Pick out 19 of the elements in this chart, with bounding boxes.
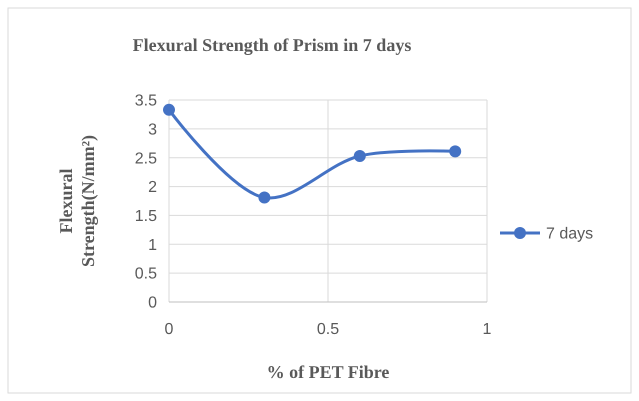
y-tick-label: 3 [148, 121, 158, 138]
x-tick-label: 0 [164, 321, 174, 338]
y-tick-label: 1 [148, 236, 158, 254]
y-axis-title: Flexural Strength(N/mm²) [56, 134, 98, 268]
y-tick-label: 2 [148, 179, 158, 196]
point [354, 150, 366, 162]
legend-label: 7 days [546, 226, 594, 243]
y-tick-label: 3.5 [134, 92, 158, 110]
chart-title: Flexural Strength of Prism in 7 days [132, 35, 412, 55]
x-tick-label: 0.5 [316, 321, 340, 338]
y-tick-label: 0.5 [134, 266, 158, 283]
x-axis-title: % of PET Fibre [266, 362, 390, 382]
point [163, 104, 175, 116]
y-tick-label: 1.5 [134, 208, 158, 226]
y-tick-label: 0 [148, 294, 158, 312]
x-tick-label: 1 [482, 321, 492, 338]
point [449, 145, 462, 158]
point [258, 192, 270, 204]
y-tick-label: 2.5 [134, 150, 158, 168]
